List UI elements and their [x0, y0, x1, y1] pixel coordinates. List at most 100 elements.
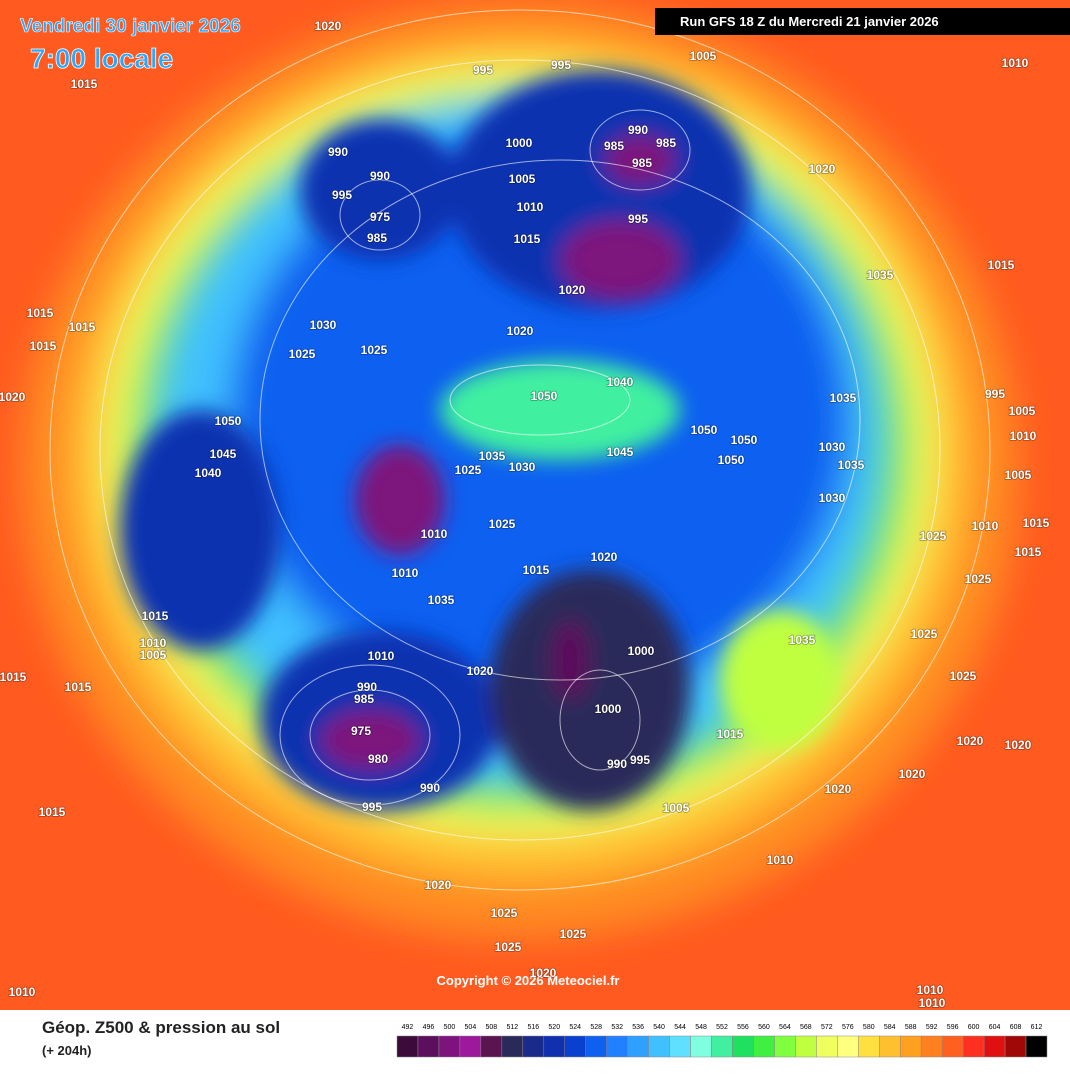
pressure-label: 1010	[9, 985, 36, 999]
color-swatch	[837, 1035, 859, 1058]
pressure-label: 995	[551, 58, 571, 72]
pressure-label: 1020	[425, 878, 452, 892]
pressure-label: 1025	[920, 529, 947, 543]
color-swatch	[480, 1035, 503, 1058]
level-label: 524	[569, 1024, 581, 1031]
pressure-label: 1020	[530, 966, 557, 980]
pressure-label: 1015	[988, 258, 1015, 272]
pressure-label: 1015	[142, 609, 169, 623]
pressure-label: 1005	[663, 801, 690, 815]
color-swatch	[564, 1035, 586, 1058]
pressure-label: 1020	[0, 390, 26, 404]
level-label: 516	[527, 1024, 539, 1031]
pressure-label: 1020	[899, 767, 926, 781]
pressure-label: 1015	[30, 339, 57, 353]
color-swatch	[627, 1035, 649, 1058]
pressure-label: 1015	[69, 320, 96, 334]
pressure-label: 1035	[838, 458, 865, 472]
pressure-label: 1000	[595, 702, 622, 716]
level-label: 496	[423, 1024, 435, 1031]
color-swatch	[858, 1035, 880, 1058]
color-swatch	[899, 1035, 922, 1058]
level-label: 564	[779, 1024, 791, 1031]
level-label: 592	[926, 1024, 938, 1031]
pressure-label: 1020	[591, 550, 618, 564]
color-swatch	[816, 1035, 838, 1058]
pressure-label: 990	[370, 169, 390, 183]
level-label: 528	[590, 1024, 602, 1031]
pressure-label: 1015	[65, 680, 92, 694]
pressure-label: 1010	[1010, 429, 1037, 443]
level-label: 492	[402, 1024, 414, 1031]
color-swatch	[941, 1035, 964, 1058]
pressure-label: 990	[328, 145, 348, 159]
pressure-label: 1035	[830, 391, 857, 405]
pressure-label: 1035	[867, 268, 894, 282]
level-label: 580	[863, 1024, 875, 1031]
pressure-label: 985	[656, 136, 676, 150]
pressure-label: 1025	[911, 627, 938, 641]
level-label: 512	[506, 1024, 518, 1031]
level-label: 520	[548, 1024, 560, 1031]
pressure-label: 1005	[140, 648, 167, 662]
level-label: 532	[611, 1024, 623, 1031]
copyright: Copyright © 2026 Meteociel.fr	[437, 973, 620, 988]
level-label: 600	[968, 1024, 980, 1031]
color-swatch	[1004, 1035, 1027, 1058]
pressure-label: 1030	[819, 440, 846, 454]
pressure-label: 990	[628, 123, 648, 137]
run-info: Run GFS 18 Z du Mercredi 21 janvier 2026	[680, 14, 939, 29]
pressure-label: 985	[367, 231, 387, 245]
pressure-label: 1010	[392, 566, 419, 580]
pressure-label: 1050	[215, 414, 242, 428]
pressure-label: 1015	[39, 805, 66, 819]
pressure-label: 1015	[514, 232, 541, 246]
pressure-label: 1010	[917, 983, 944, 997]
pressure-label: 1020	[1005, 738, 1032, 752]
pressure-label: 1020	[809, 162, 836, 176]
color-swatch	[606, 1035, 628, 1058]
level-label: 536	[632, 1024, 644, 1031]
pressure-label: 995	[630, 753, 650, 767]
pressure-label: 995	[362, 800, 382, 814]
pressure-label: 1025	[489, 517, 516, 531]
color-swatch	[711, 1035, 733, 1058]
pressure-label: 1025	[560, 927, 587, 941]
pressure-label: 985	[604, 139, 624, 153]
level-label: 608	[1010, 1024, 1022, 1031]
pressure-label: 1015	[27, 306, 54, 320]
pressure-label: 985	[632, 156, 652, 170]
color-swatch	[543, 1035, 565, 1058]
level-label: 584	[884, 1024, 896, 1031]
color-swatch	[753, 1035, 775, 1058]
color-swatch	[690, 1035, 712, 1058]
level-label: 612	[1031, 1024, 1043, 1031]
color-scale: 492 496 500 504 508 512 516 520 524 528 532 536 540 5…	[396, 1024, 1048, 1058]
pressure-label: 1025	[361, 343, 388, 357]
pressure-label: 1010	[517, 200, 544, 214]
color-swatch	[417, 1035, 440, 1058]
pressure-label: 1000	[506, 136, 533, 150]
pressure-label: 1010	[1002, 56, 1029, 70]
pressure-labels: 1020 1015 995 995 1005 1010 990 985 985 985 990 990…	[0, 18, 1050, 1011]
level-label: 596	[947, 1024, 959, 1031]
pressure-label: 1020	[825, 782, 852, 796]
pressure-label: 990	[357, 680, 377, 694]
forecast-lead: (+ 204h)	[42, 1043, 92, 1058]
pressure-label: 1035	[789, 633, 816, 647]
pressure-label: 1010	[919, 996, 946, 1010]
color-swatch	[795, 1035, 817, 1058]
pressure-label: 1025	[289, 347, 316, 361]
pressure-label: 1015	[523, 563, 550, 577]
level-label: 556	[737, 1024, 749, 1031]
color-swatch	[962, 1035, 985, 1058]
level-label: 560	[758, 1024, 770, 1031]
pressure-label: 1050	[691, 423, 718, 437]
pressure-label: 980	[368, 752, 388, 766]
color-swatch	[732, 1035, 754, 1058]
pressure-label: 1050	[531, 389, 558, 403]
pressure-label: 1030	[310, 318, 337, 332]
pressure-label: 1040	[607, 375, 634, 389]
level-label: 544	[674, 1024, 686, 1031]
